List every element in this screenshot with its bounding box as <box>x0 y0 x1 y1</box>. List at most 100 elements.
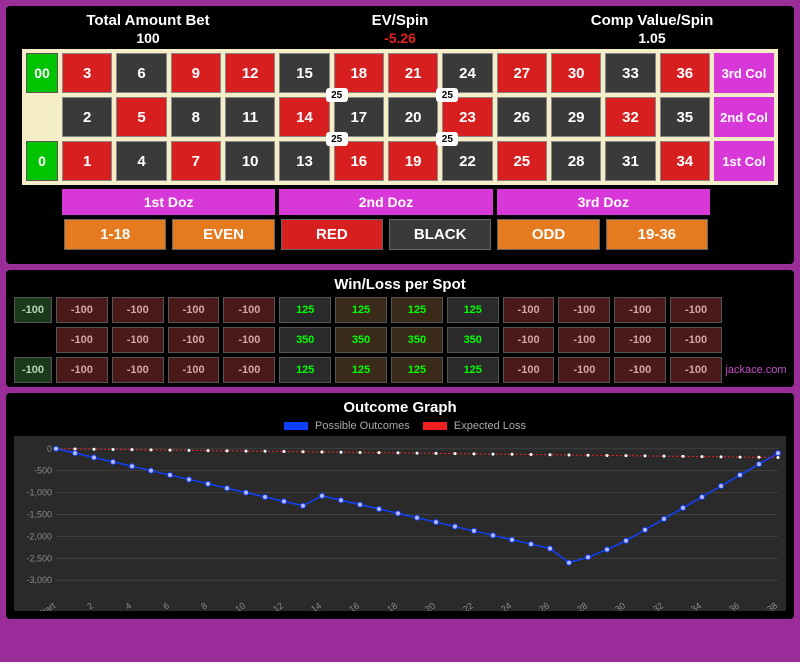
number-23[interactable]: 23 <box>442 97 492 137</box>
svg-text:-500: -500 <box>34 466 52 476</box>
outside-1936[interactable]: 19-36 <box>606 219 708 250</box>
number-29[interactable]: 29 <box>551 97 601 137</box>
chart-legend: Possible Outcomes Expected Loss <box>14 418 786 434</box>
wl-cell: -100 <box>614 327 666 353</box>
number-36[interactable]: 36 <box>660 53 710 93</box>
wl-cell: 350 <box>391 327 443 353</box>
number-14[interactable]: 14 <box>279 97 329 137</box>
dozen-3[interactable]: 3rd Doz <box>497 189 710 215</box>
number-27[interactable]: 27 <box>497 53 547 93</box>
number-26[interactable]: 26 <box>497 97 547 137</box>
number-13[interactable]: 13 <box>279 141 329 181</box>
number-30[interactable]: 30 <box>551 53 601 93</box>
number-1[interactable]: 1 <box>62 141 112 181</box>
watermark: jackace.com <box>726 357 786 383</box>
wl-cell: -100 <box>56 357 108 383</box>
bet-chip[interactable]: 25 <box>436 132 458 146</box>
number-32[interactable]: 32 <box>605 97 655 137</box>
board-wrap: 0003691215182124273033363rd Col258111417… <box>14 49 786 260</box>
wl-cell: 125 <box>447 297 499 323</box>
outside-118[interactable]: 1-18 <box>64 219 166 250</box>
wl-cell: -100 <box>168 357 220 383</box>
wl-cell: 125 <box>391 297 443 323</box>
svg-text:30: 30 <box>613 600 627 611</box>
svg-text:32: 32 <box>651 600 665 611</box>
wl-cell: 125 <box>447 357 499 383</box>
wl-cell: -100 <box>168 327 220 353</box>
stat-ev-value: -5.26 <box>274 30 526 46</box>
number-24[interactable]: 24 <box>442 53 492 93</box>
number-7[interactable]: 7 <box>171 141 221 181</box>
number-12[interactable]: 12 <box>225 53 275 93</box>
chart-area: 0-500-1,000-1,500-2,000-2,500-3,000Start… <box>14 436 786 611</box>
wl-cell: 125 <box>335 357 387 383</box>
svg-text:26: 26 <box>537 600 551 611</box>
number-19[interactable]: 19 <box>388 141 438 181</box>
number-3[interactable]: 3 <box>62 53 112 93</box>
legend-swatch-expected <box>423 422 447 430</box>
zero-00[interactable]: 00 <box>26 53 58 93</box>
wl-cell: -100 <box>670 297 722 323</box>
dozen-1[interactable]: 1st Doz <box>62 189 275 215</box>
wl-zero-00: -100 <box>14 297 52 323</box>
wl-cell: -100 <box>503 297 555 323</box>
number-35[interactable]: 35 <box>660 97 710 137</box>
bet-chip[interactable]: 25 <box>436 88 458 102</box>
number-15[interactable]: 15 <box>279 53 329 93</box>
number-16[interactable]: 16 <box>334 141 384 181</box>
number-8[interactable]: 8 <box>171 97 221 137</box>
number-20[interactable]: 20 <box>388 97 438 137</box>
outside-red[interactable]: RED <box>281 219 383 250</box>
number-25[interactable]: 25 <box>497 141 547 181</box>
roulette-board: 0003691215182124273033363rd Col258111417… <box>22 49 778 185</box>
wl-cell: 350 <box>279 327 331 353</box>
number-33[interactable]: 33 <box>605 53 655 93</box>
number-4[interactable]: 4 <box>116 141 166 181</box>
wl-cell: 350 <box>447 327 499 353</box>
svg-text:2: 2 <box>85 600 95 611</box>
wl-cell: -100 <box>56 297 108 323</box>
number-10[interactable]: 10 <box>225 141 275 181</box>
number-31[interactable]: 31 <box>605 141 655 181</box>
wl-cell: -100 <box>112 327 164 353</box>
number-17[interactable]: 17 <box>334 97 384 137</box>
svg-text:-3,000: -3,000 <box>26 575 52 585</box>
wl-cell: -100 <box>112 357 164 383</box>
bet-chip[interactable]: 25 <box>326 132 348 146</box>
number-21[interactable]: 21 <box>388 53 438 93</box>
svg-text:14: 14 <box>309 600 323 611</box>
wl-cell: 350 <box>335 327 387 353</box>
svg-text:38: 38 <box>765 600 779 611</box>
number-2[interactable]: 2 <box>62 97 112 137</box>
svg-text:Start: Start <box>36 600 58 611</box>
wl-cell: -100 <box>558 327 610 353</box>
number-11[interactable]: 11 <box>225 97 275 137</box>
column-bet-3[interactable]: 3rd Col <box>714 53 774 93</box>
wl-cell: 125 <box>391 357 443 383</box>
number-6[interactable]: 6 <box>116 53 166 93</box>
number-5[interactable]: 5 <box>116 97 166 137</box>
svg-text:20: 20 <box>423 600 437 611</box>
wl-cell: 125 <box>279 297 331 323</box>
column-bet-1[interactable]: 1st Col <box>714 141 774 181</box>
outside-even[interactable]: EVEN <box>172 219 274 250</box>
dozen-2[interactable]: 2nd Doz <box>279 189 492 215</box>
number-22[interactable]: 22 <box>442 141 492 181</box>
svg-text:36: 36 <box>727 600 741 611</box>
wl-cell: -100 <box>670 357 722 383</box>
outside-odd[interactable]: ODD <box>497 219 599 250</box>
column-bet-2[interactable]: 2nd Col <box>714 97 774 137</box>
wl-cell: 125 <box>279 357 331 383</box>
svg-text:-2,000: -2,000 <box>26 531 52 541</box>
svg-text:8: 8 <box>199 600 209 611</box>
svg-text:6: 6 <box>161 600 171 611</box>
number-9[interactable]: 9 <box>171 53 221 93</box>
stat-bet-value: 100 <box>22 30 274 46</box>
number-28[interactable]: 28 <box>551 141 601 181</box>
outside-black[interactable]: BLACK <box>389 219 491 250</box>
zero-0[interactable]: 0 <box>26 141 58 181</box>
bet-chip[interactable]: 25 <box>326 88 348 102</box>
number-18[interactable]: 18 <box>334 53 384 93</box>
wl-cell: -100 <box>223 357 275 383</box>
number-34[interactable]: 34 <box>660 141 710 181</box>
